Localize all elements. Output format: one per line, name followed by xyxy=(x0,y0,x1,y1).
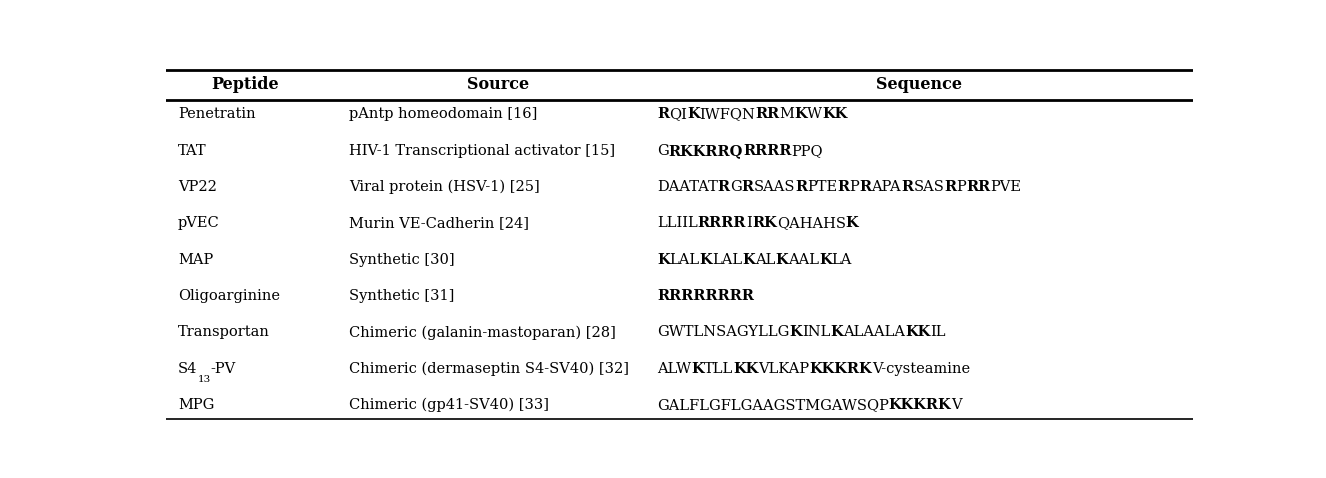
Text: APA: APA xyxy=(871,180,902,194)
Text: LAL: LAL xyxy=(670,253,700,267)
Text: RKKRRQ: RKKRRQ xyxy=(668,144,743,158)
Text: P: P xyxy=(956,180,967,194)
Text: 13: 13 xyxy=(198,375,211,384)
Text: G: G xyxy=(731,180,741,194)
Text: R: R xyxy=(796,180,808,194)
Text: Chimeric (galanin-mastoparan) [28]: Chimeric (galanin-mastoparan) [28] xyxy=(349,326,615,340)
Text: K: K xyxy=(846,217,858,230)
Text: R: R xyxy=(741,180,754,194)
Text: P: P xyxy=(850,180,859,194)
Text: K: K xyxy=(691,362,704,376)
Text: Synthetic [30]: Synthetic [30] xyxy=(349,253,455,267)
Text: RRRR: RRRR xyxy=(743,144,792,158)
Text: Oligoarginine: Oligoarginine xyxy=(178,289,280,303)
Text: W: W xyxy=(808,108,822,121)
Text: LA: LA xyxy=(831,253,853,267)
Text: Sequence: Sequence xyxy=(876,76,963,94)
Text: TLL: TLL xyxy=(704,362,733,376)
Text: RR: RR xyxy=(756,108,780,121)
Text: R: R xyxy=(656,108,670,121)
Text: DAATAT: DAATAT xyxy=(656,180,717,194)
Text: SAAS: SAAS xyxy=(754,180,796,194)
Text: Chimeric (dermaseptin S4-SV40) [32]: Chimeric (dermaseptin S4-SV40) [32] xyxy=(349,362,629,376)
Text: K: K xyxy=(794,108,808,121)
Text: KKKRK: KKKRK xyxy=(809,362,873,376)
Text: INL: INL xyxy=(802,326,830,339)
Text: K: K xyxy=(656,253,670,267)
Text: SAS: SAS xyxy=(914,180,944,194)
Text: K: K xyxy=(819,253,831,267)
Text: KK: KK xyxy=(904,326,931,339)
Text: GWTLNSAGYLLG: GWTLNSAGYLLG xyxy=(656,326,789,339)
Text: PVE: PVE xyxy=(991,180,1021,194)
Text: LLIIL: LLIIL xyxy=(656,217,697,230)
Text: KK: KK xyxy=(733,362,758,376)
Text: Source: Source xyxy=(467,76,529,94)
Text: RR: RR xyxy=(967,180,991,194)
Text: KK: KK xyxy=(822,108,847,121)
Text: LAL: LAL xyxy=(712,253,743,267)
Text: R: R xyxy=(944,180,956,194)
Text: QI: QI xyxy=(670,108,687,121)
Text: R: R xyxy=(838,180,850,194)
Text: Viral protein (HSV-1) [25]: Viral protein (HSV-1) [25] xyxy=(349,180,540,194)
Text: K: K xyxy=(830,326,843,339)
Text: M: M xyxy=(780,108,794,121)
Text: RRRR: RRRR xyxy=(697,217,747,230)
Text: PTE: PTE xyxy=(808,180,838,194)
Text: HIV-1 Transcriptional activator [15]: HIV-1 Transcriptional activator [15] xyxy=(349,144,615,158)
Text: pVEC: pVEC xyxy=(178,217,220,230)
Text: IL: IL xyxy=(931,326,945,339)
Text: I: I xyxy=(747,217,752,230)
Text: ALW: ALW xyxy=(656,362,691,376)
Text: G: G xyxy=(656,144,668,158)
Text: VP22: VP22 xyxy=(178,180,217,194)
Text: Murin VE-Cadherin [24]: Murin VE-Cadherin [24] xyxy=(349,217,529,230)
Text: PPQ: PPQ xyxy=(792,144,823,158)
Text: QAHAHS: QAHAHS xyxy=(777,217,846,230)
Text: RRRRRRRR: RRRRRRRR xyxy=(656,289,754,303)
Text: MPG: MPG xyxy=(178,398,215,412)
Text: ALAALA: ALAALA xyxy=(843,326,904,339)
Text: K: K xyxy=(789,326,802,339)
Text: Peptide: Peptide xyxy=(211,76,278,94)
Text: Chimeric (gp41-SV40) [33]: Chimeric (gp41-SV40) [33] xyxy=(349,398,549,413)
Text: Transportan: Transportan xyxy=(178,326,271,339)
Text: R: R xyxy=(902,180,914,194)
Text: MAP: MAP xyxy=(178,253,213,267)
Text: R: R xyxy=(717,180,731,194)
Text: pAntp homeodomain [16]: pAntp homeodomain [16] xyxy=(349,108,537,121)
Text: R: R xyxy=(859,180,871,194)
Text: IWFQN: IWFQN xyxy=(700,108,756,121)
Text: AAL: AAL xyxy=(788,253,819,267)
Text: V: V xyxy=(952,398,963,412)
Text: K: K xyxy=(776,253,788,267)
Text: K: K xyxy=(743,253,754,267)
Text: S4: S4 xyxy=(178,362,198,376)
Text: K: K xyxy=(700,253,712,267)
Text: Penetratin: Penetratin xyxy=(178,108,256,121)
Text: AL: AL xyxy=(754,253,776,267)
Text: GALFLGFLGAAGSTMGAWSQP: GALFLGFLGAAGSTMGAWSQP xyxy=(656,398,888,412)
Text: RK: RK xyxy=(752,217,777,230)
Text: K: K xyxy=(687,108,700,121)
Text: VLKAP: VLKAP xyxy=(758,362,809,376)
Text: KKKRK: KKKRK xyxy=(888,398,952,412)
Text: V-cysteamine: V-cysteamine xyxy=(873,362,971,376)
Text: Synthetic [31]: Synthetic [31] xyxy=(349,289,453,303)
Text: -PV: -PV xyxy=(211,362,236,376)
Text: TAT: TAT xyxy=(178,144,207,158)
